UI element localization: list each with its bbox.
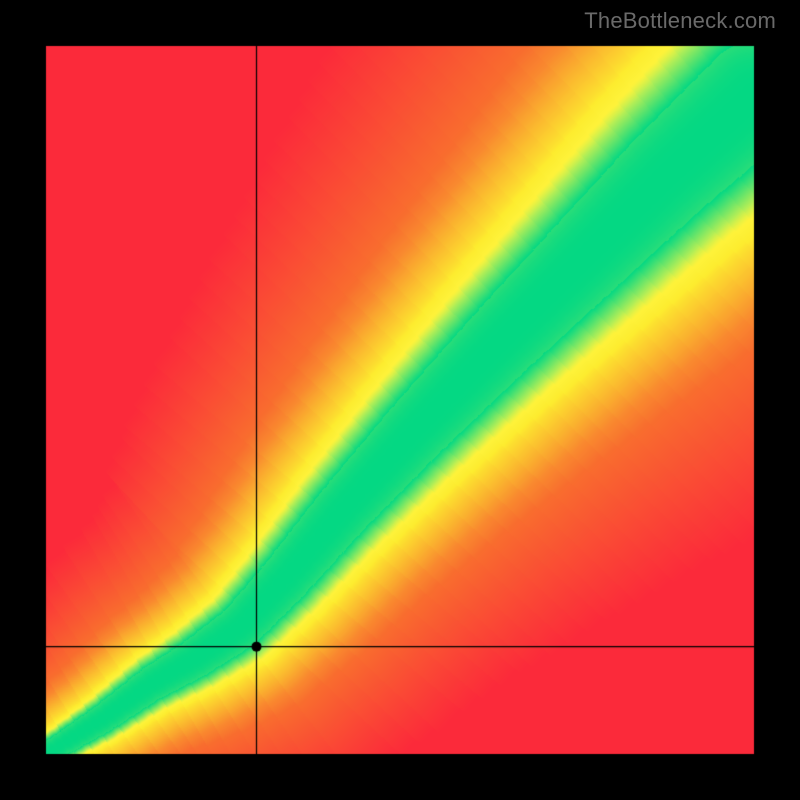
attribution-text: TheBottleneck.com [584, 8, 776, 34]
chart-container: TheBottleneck.com [0, 0, 800, 800]
bottleneck-heatmap-canvas [0, 0, 800, 800]
